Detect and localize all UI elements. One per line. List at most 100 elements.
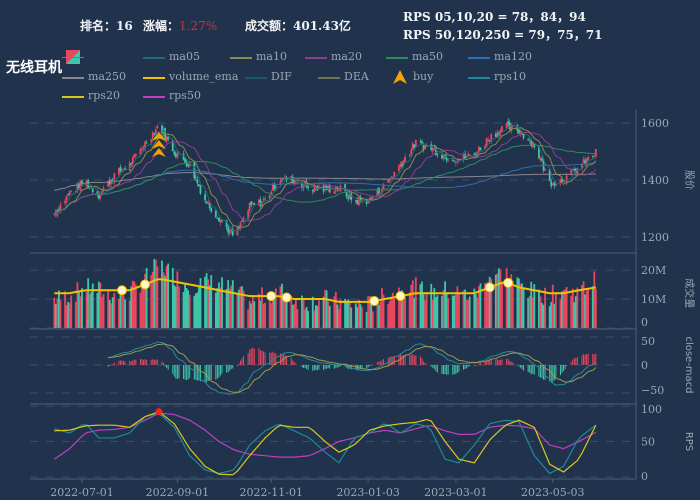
volume-bar — [285, 296, 288, 328]
legend-line-icon — [143, 96, 165, 98]
volume-bar — [64, 291, 66, 328]
candle-body — [581, 163, 583, 169]
volume-bar — [368, 296, 371, 328]
volume-bar — [228, 288, 231, 328]
volume-bar — [196, 292, 199, 328]
candle-body — [539, 158, 542, 161]
volume-bar — [533, 284, 536, 328]
volume-bar — [414, 277, 417, 328]
volume-bar — [128, 300, 131, 328]
candle-body — [139, 149, 142, 155]
y-tick-label: 50 — [641, 436, 655, 449]
candle-body — [399, 164, 402, 167]
volume-bar — [236, 294, 239, 328]
candle-body — [87, 179, 90, 188]
candle-body — [391, 176, 394, 179]
volume-bar — [479, 283, 482, 328]
y-tick-label: 1200 — [641, 231, 669, 244]
legend-line-icon — [62, 96, 84, 98]
volume-bar — [281, 283, 283, 328]
volume-bar — [165, 265, 168, 328]
volume-bar — [145, 267, 148, 328]
y-tick-label: 10M — [641, 293, 666, 306]
volume-bar — [76, 282, 79, 328]
volume-bar — [253, 301, 256, 328]
volume-bar — [214, 292, 217, 328]
volume-bar — [554, 292, 557, 328]
volume-bar — [358, 299, 360, 328]
volume-bar — [476, 297, 479, 328]
candle-body — [356, 199, 359, 205]
candle-body — [594, 149, 597, 157]
volume-bar — [167, 263, 170, 328]
candle-body — [210, 207, 213, 212]
x-tick-label: 2023-01-03 — [336, 486, 399, 499]
candle-body — [228, 229, 231, 234]
candle-body — [144, 141, 146, 149]
legend-label: buy — [413, 70, 434, 83]
candle-body — [422, 145, 425, 150]
legend-label: ma120 — [494, 50, 532, 63]
volume-bar — [576, 287, 579, 328]
volume-bar — [336, 304, 339, 328]
candle-body — [291, 177, 294, 184]
volume-bar — [484, 282, 486, 328]
candle-body — [194, 176, 197, 178]
legend-label: ma10 — [256, 50, 287, 63]
volume-bar — [204, 276, 206, 328]
candle-body — [408, 155, 411, 156]
candle-body — [582, 159, 585, 163]
volume-bar — [518, 278, 520, 328]
candle-body — [378, 187, 380, 194]
candle-body — [441, 155, 443, 159]
y-tick-label: 1400 — [641, 174, 669, 187]
candle-body — [444, 154, 446, 157]
candle-body — [262, 199, 265, 201]
y-tick-label: 20M — [641, 264, 666, 277]
volume-bar — [421, 281, 423, 328]
volume-bar — [250, 303, 253, 328]
volume-bar — [208, 285, 211, 328]
legend-line-icon — [245, 77, 267, 79]
volume-bar — [108, 299, 111, 328]
volume-bar — [570, 295, 573, 328]
volume-bar — [424, 300, 426, 328]
volume-bar — [550, 301, 553, 328]
macd-histogram — [107, 347, 597, 383]
legend-line-icon — [468, 57, 490, 59]
candle-body — [376, 189, 379, 197]
y-tick-label: 100 — [641, 403, 662, 416]
candle-body — [59, 204, 62, 212]
volume-bar — [339, 299, 342, 328]
volume-bar — [382, 294, 385, 328]
volume-bar — [248, 300, 251, 328]
volume-bar — [205, 273, 208, 328]
volume-bar — [410, 284, 413, 328]
volume-marker — [369, 296, 380, 307]
y-tick-label: 0 — [641, 316, 648, 329]
volume-bar — [164, 275, 166, 328]
candle-body — [216, 218, 219, 219]
candle-body — [185, 161, 188, 166]
candle-body — [382, 183, 385, 191]
volume-bar — [162, 272, 165, 328]
candle-body — [184, 158, 186, 163]
legend-label: ma50 — [412, 50, 443, 63]
volume-bar — [134, 284, 137, 328]
volume-bar — [393, 298, 396, 328]
legend-label: rps10 — [494, 70, 526, 83]
candle-body — [231, 228, 234, 236]
candle-body — [273, 184, 276, 190]
candle-body — [258, 199, 260, 205]
volume-bar — [279, 286, 282, 328]
volume-bar — [194, 293, 197, 328]
candle-body — [251, 203, 254, 205]
candle-body — [101, 191, 103, 194]
candle-body — [468, 154, 471, 156]
volume-bar — [251, 295, 254, 328]
candle-body — [65, 195, 68, 201]
volume-bar — [141, 284, 143, 328]
volume-bar — [81, 288, 83, 328]
volume-bar — [507, 280, 510, 328]
